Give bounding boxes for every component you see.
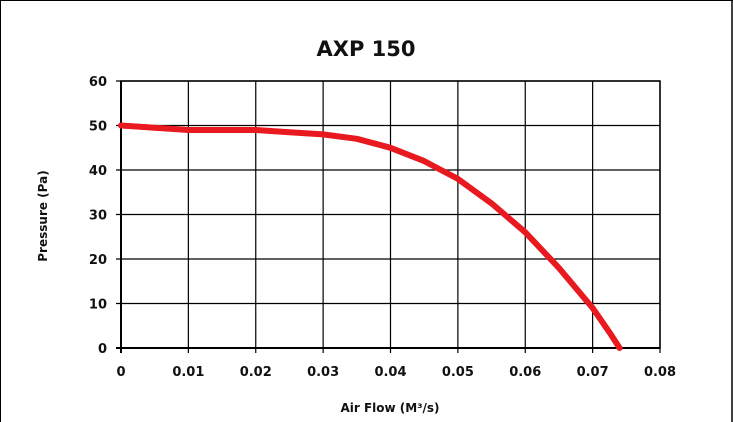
plot-frame bbox=[120, 80, 661, 349]
y-tick-label: 60 bbox=[89, 75, 107, 90]
y-axis-label: Pressure (Pa) bbox=[36, 170, 50, 261]
y-tick-label: 10 bbox=[89, 298, 107, 313]
y-tick-label: 40 bbox=[89, 164, 107, 179]
y-tick-label: 20 bbox=[89, 253, 107, 268]
x-tick-label: 0.08 bbox=[644, 365, 676, 380]
x-tick-label: 0.02 bbox=[240, 365, 272, 380]
x-tick-label: 0.06 bbox=[509, 365, 541, 380]
x-tick-label: 0.03 bbox=[307, 365, 339, 380]
x-tick-label: 0.04 bbox=[374, 365, 406, 380]
x-tick-label: 0 bbox=[116, 365, 125, 380]
x-axis-label: Air Flow (M³/s) bbox=[340, 401, 439, 415]
fan-curve-line bbox=[118, 122, 623, 351]
plot-area: 0 0.01 0.02 0.03 0.04 0.05 0.06 0.07 0.08 0 10 20 30… bbox=[89, 75, 676, 380]
y-tick-label: 30 bbox=[89, 209, 107, 224]
x-tick-label: 0.05 bbox=[442, 365, 474, 380]
x-tick-label: 0.01 bbox=[172, 365, 204, 380]
y-tick-label: 0 bbox=[98, 342, 107, 357]
y-tick-label: 50 bbox=[89, 120, 107, 135]
x-tick-label: 0.07 bbox=[577, 365, 609, 380]
chart-title: AXP 150 bbox=[317, 37, 416, 61]
